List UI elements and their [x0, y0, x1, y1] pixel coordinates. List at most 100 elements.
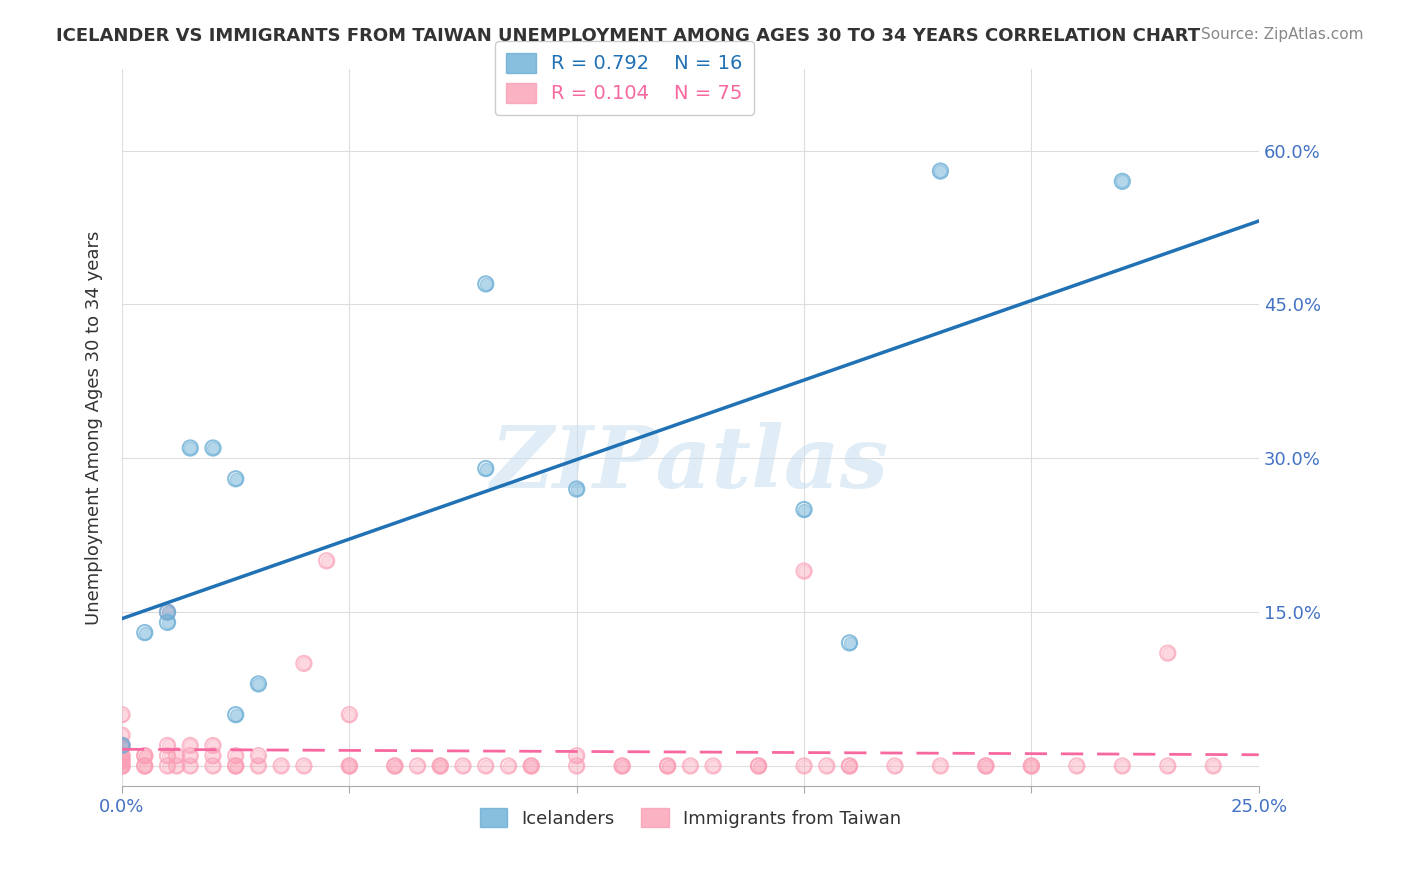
Point — [337, 759, 360, 773]
Point — [111, 759, 134, 773]
Point — [793, 564, 815, 578]
Point — [247, 748, 270, 763]
Point — [337, 759, 360, 773]
Point — [429, 759, 451, 773]
Point — [498, 759, 520, 773]
Point — [884, 759, 907, 773]
Point — [225, 759, 247, 773]
Point — [429, 759, 451, 773]
Point — [111, 759, 134, 773]
Point — [201, 748, 224, 763]
Point — [111, 739, 134, 753]
Point — [156, 605, 179, 619]
Point — [111, 728, 134, 742]
Point — [111, 748, 134, 763]
Point — [974, 759, 997, 773]
Point — [111, 759, 134, 773]
Point — [225, 759, 247, 773]
Point — [612, 759, 634, 773]
Point — [201, 441, 224, 455]
Point — [225, 748, 247, 763]
Point — [179, 759, 201, 773]
Point — [793, 759, 815, 773]
Point — [793, 502, 815, 516]
Point — [565, 748, 588, 763]
Point — [1111, 174, 1133, 188]
Point — [748, 759, 770, 773]
Point — [156, 759, 179, 773]
Point — [201, 739, 224, 753]
Point — [201, 759, 224, 773]
Point — [406, 759, 429, 773]
Point — [166, 759, 188, 773]
Point — [475, 461, 498, 475]
Point — [974, 759, 997, 773]
Point — [179, 739, 201, 753]
Point — [793, 502, 815, 516]
Point — [111, 728, 134, 742]
Point — [179, 441, 201, 455]
Point — [815, 759, 838, 773]
Point — [247, 677, 270, 691]
Point — [201, 748, 224, 763]
Point — [111, 707, 134, 722]
Point — [179, 759, 201, 773]
Point — [156, 739, 179, 753]
Point — [451, 759, 474, 773]
Point — [225, 759, 247, 773]
Point — [657, 759, 679, 773]
Point — [748, 759, 770, 773]
Point — [179, 748, 201, 763]
Point — [475, 277, 498, 291]
Point — [111, 754, 134, 768]
Point — [225, 707, 247, 722]
Point — [429, 759, 451, 773]
Point — [838, 759, 860, 773]
Point — [451, 759, 474, 773]
Point — [337, 707, 360, 722]
Point — [974, 759, 997, 773]
Point — [111, 739, 134, 753]
Point — [247, 759, 270, 773]
Point — [498, 759, 520, 773]
Point — [111, 754, 134, 768]
Point — [475, 759, 498, 773]
Point — [565, 759, 588, 773]
Point — [225, 707, 247, 722]
Point — [156, 615, 179, 630]
Point — [1157, 759, 1180, 773]
Point — [292, 657, 315, 671]
Point — [612, 759, 634, 773]
Point — [111, 759, 134, 773]
Point — [1111, 759, 1133, 773]
Point — [1066, 759, 1088, 773]
Point — [179, 441, 201, 455]
Point — [1202, 759, 1225, 773]
Point — [111, 739, 134, 753]
Point — [1111, 174, 1133, 188]
Point — [166, 748, 188, 763]
Point — [657, 759, 679, 773]
Point — [384, 759, 406, 773]
Point — [929, 164, 952, 178]
Point — [1202, 759, 1225, 773]
Point — [315, 554, 337, 568]
Point — [156, 605, 179, 619]
Point — [838, 636, 860, 650]
Point — [520, 759, 543, 773]
Point — [793, 564, 815, 578]
Point — [1021, 759, 1043, 773]
Point — [134, 759, 156, 773]
Point — [111, 759, 134, 773]
Point — [111, 748, 134, 763]
Point — [748, 759, 770, 773]
Point — [270, 759, 292, 773]
Point — [270, 759, 292, 773]
Point — [565, 482, 588, 496]
Point — [815, 759, 838, 773]
Point — [247, 748, 270, 763]
Point — [838, 759, 860, 773]
Point — [612, 759, 634, 773]
Point — [1157, 646, 1180, 660]
Point — [520, 759, 543, 773]
